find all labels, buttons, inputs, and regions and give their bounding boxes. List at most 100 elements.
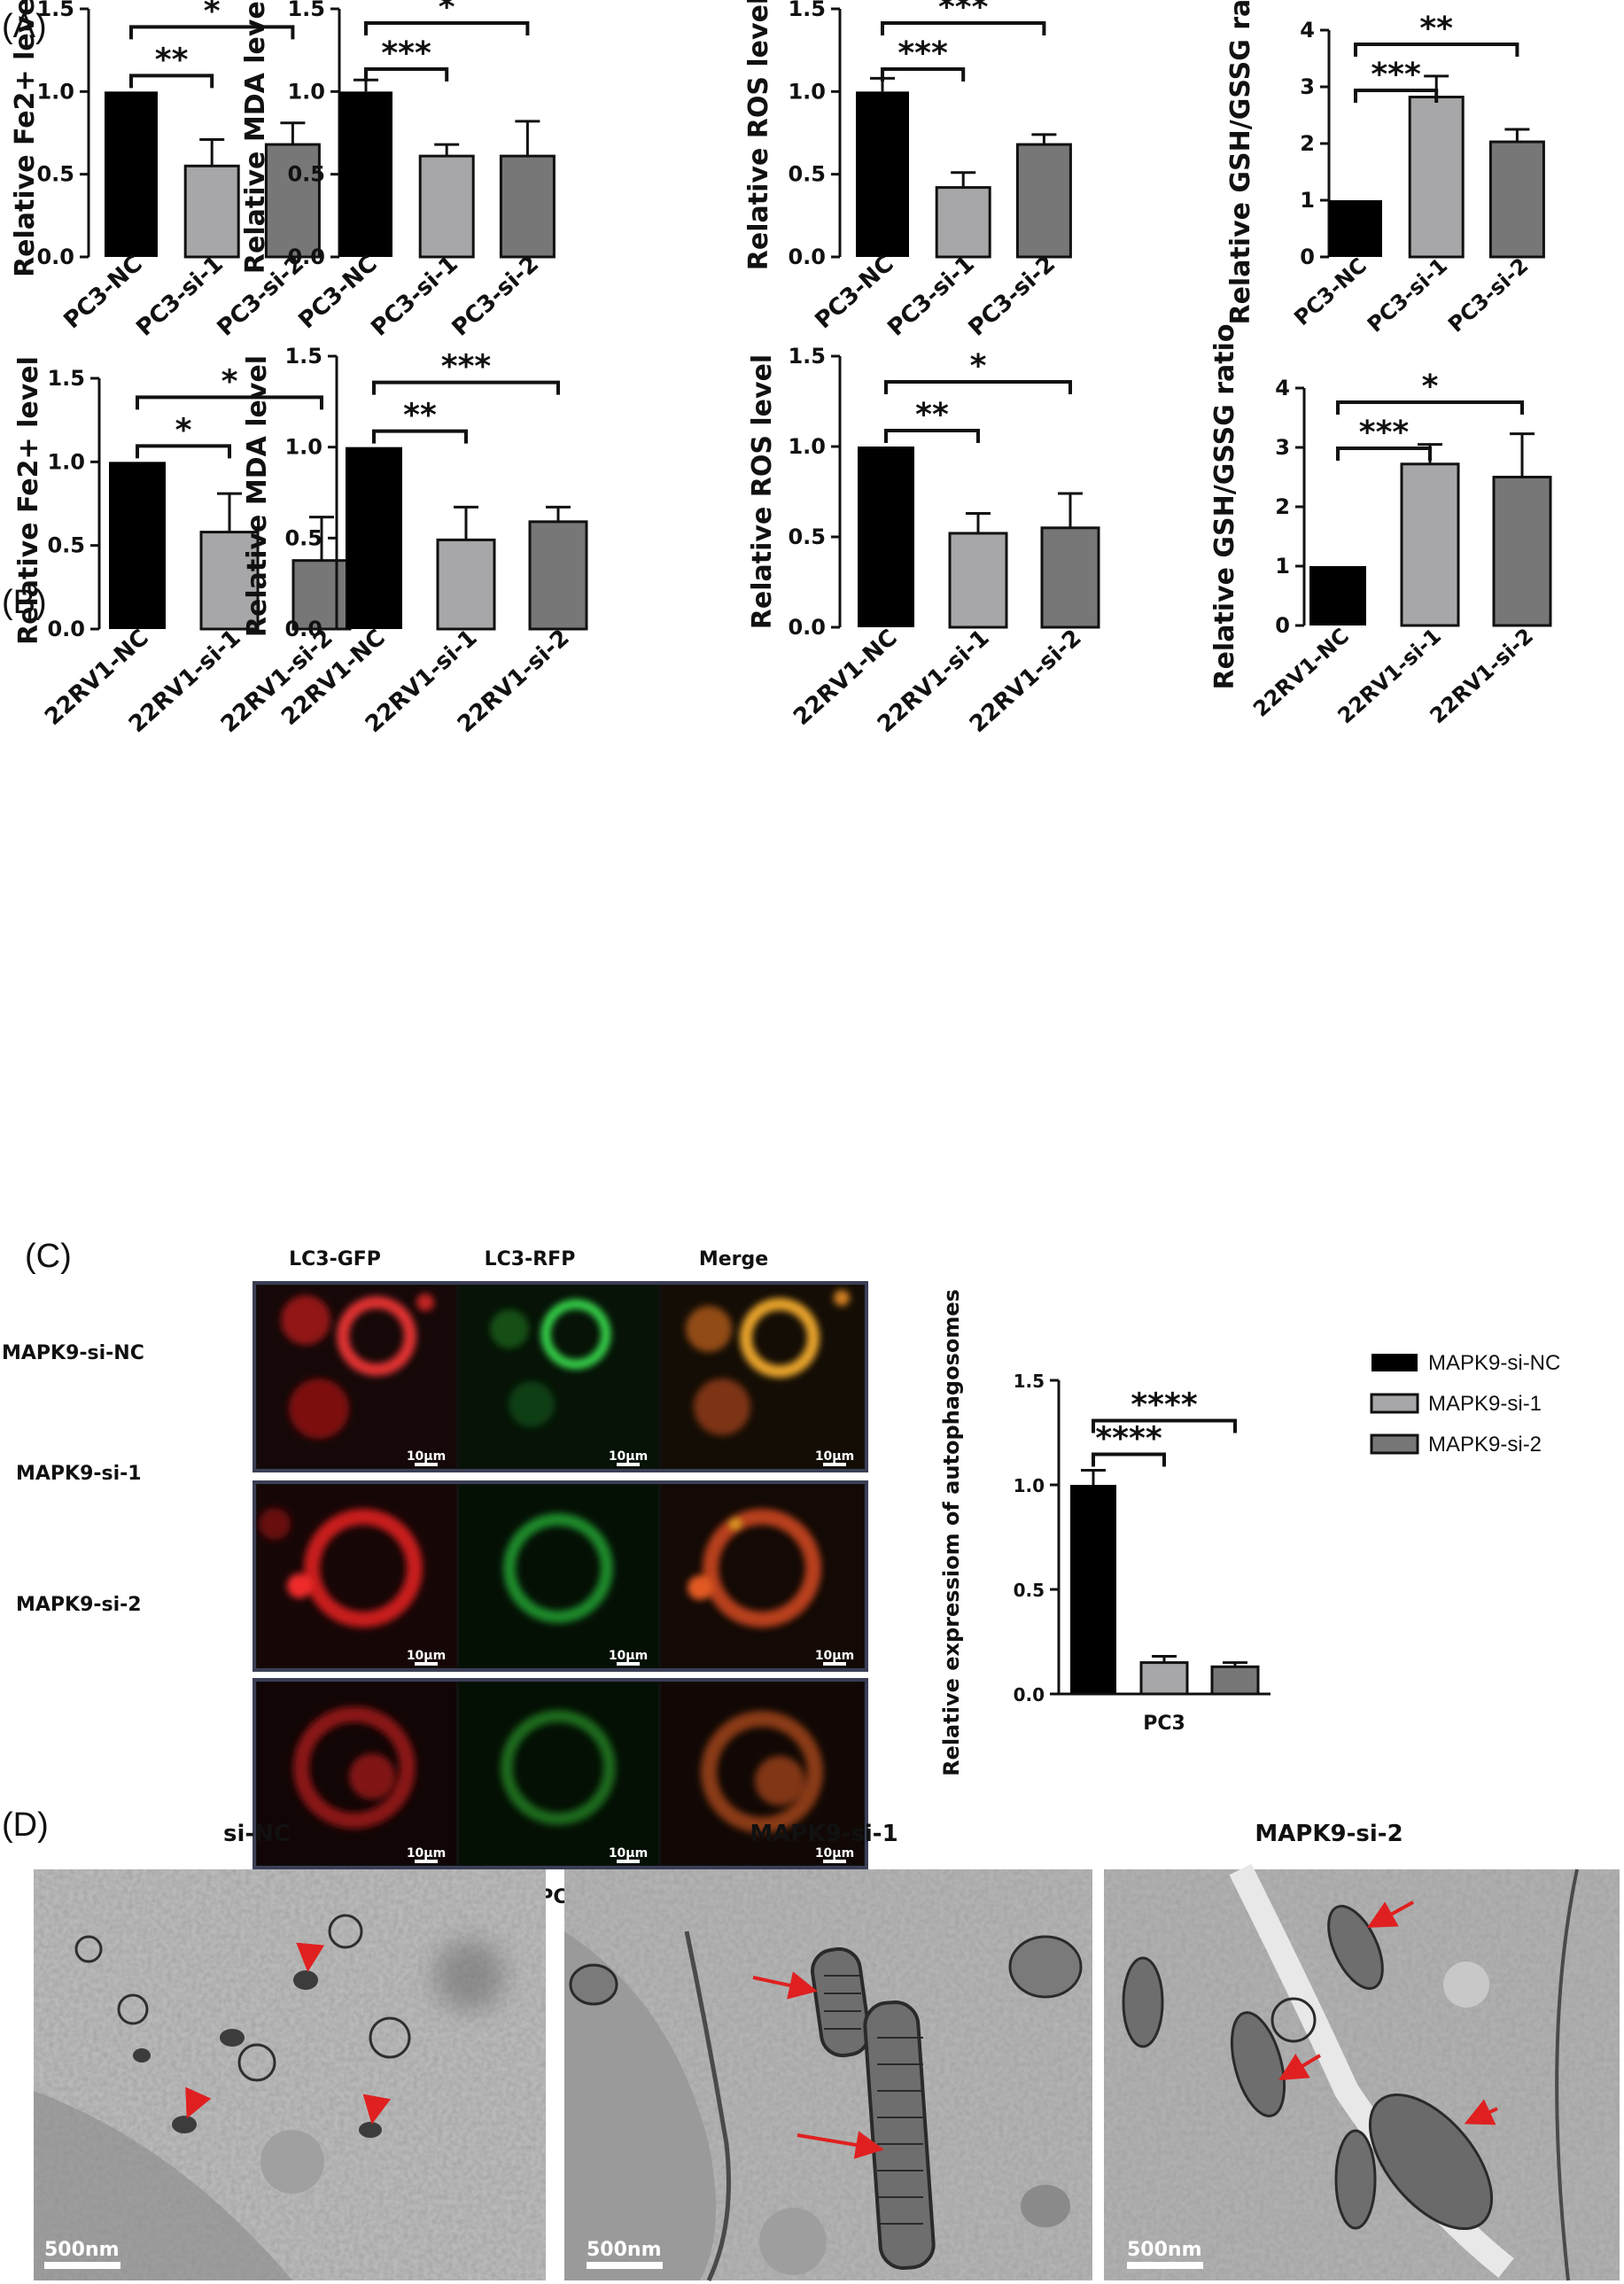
col-title-rfp: LC3-RFP — [485, 1248, 576, 1270]
significance-label: *** — [897, 35, 948, 72]
significance-label: * — [221, 363, 238, 400]
significance-bracket — [881, 67, 966, 82]
significance-bracket — [364, 67, 449, 82]
legend-swatch — [1371, 1354, 1418, 1371]
significance-label: * — [1422, 369, 1439, 405]
x-tick-label: PC3-si-1 — [1363, 253, 1452, 338]
y-tick-label: 4 — [1300, 18, 1315, 43]
bar-series-2 — [1210, 1665, 1260, 1696]
y-tick-label: 2 — [1300, 131, 1315, 156]
x-tick-label: PC3-si-2 — [964, 251, 1061, 342]
tem-scale-label: 500nm — [1127, 2239, 1202, 2261]
legend-label: MAPK9-si-NC — [1428, 1351, 1560, 1375]
fluor-rfp-si-1 — [459, 1485, 658, 1667]
y-axis-label: Relative Fe2+ level — [13, 356, 44, 645]
y-tick-label: 0.0 — [1014, 1684, 1045, 1705]
tem-panel: si-NC MAPK9-si-1 MAPK9-si-2 500 — [34, 1821, 1620, 2282]
significance-bracket — [884, 380, 1072, 394]
significance-label: * — [439, 0, 455, 26]
significance-bracket — [884, 429, 980, 443]
y-tick-label: 4 — [1275, 376, 1290, 400]
bar-pc3-nc — [856, 91, 909, 257]
significance-bracket — [136, 444, 231, 459]
y-axis-label: Relative MDA level — [240, 0, 271, 274]
x-tick-label: PC3-si-2 — [1443, 253, 1533, 338]
tem-title-si-2: MAPK9-si-2 — [1255, 1821, 1403, 1847]
y-tick-label: 0.0 — [47, 617, 85, 641]
bar-pc3-si-2 — [1488, 140, 1545, 259]
significance-label: *** — [441, 349, 492, 385]
y-tick-label: 0.0 — [284, 617, 322, 641]
x-tick-label: PC3 — [1143, 1713, 1185, 1735]
bar-22rv1-nc — [858, 447, 914, 627]
y-tick-label: 0.0 — [788, 615, 826, 640]
y-axis-label: Relative GSH/GSSG ratio — [1225, 0, 1256, 325]
y-tick-label: 1.5 — [36, 0, 74, 21]
y-tick-label: 1.0 — [47, 449, 85, 474]
y-axis-label: Relative ROS level — [747, 354, 778, 629]
bar-pc3-si-1 — [1408, 96, 1465, 259]
significance-bracket — [1336, 400, 1524, 415]
bar-22rv1-nc — [346, 447, 402, 629]
significance-label: ** — [1419, 11, 1453, 47]
y-tick-label: 3 — [1300, 74, 1315, 99]
legend-swatch — [1370, 1393, 1419, 1414]
bar-pc3-si-2 — [1015, 143, 1072, 259]
bar-22rv1-si-2 — [1492, 476, 1552, 627]
y-tick-label: 1.5 — [284, 344, 322, 369]
y-tick-label: 0 — [1275, 613, 1290, 638]
scale-label: 10μm — [407, 1449, 446, 1464]
y-tick-label: 1.0 — [788, 434, 826, 459]
col-title-merge: Merge — [699, 1248, 768, 1270]
bar-pc3-si-2 — [264, 143, 321, 259]
col-title-gfp: LC3-GFP — [289, 1248, 381, 1270]
y-axis-label: Relative GSH/GSSG ratio — [1209, 323, 1240, 689]
significance-label: * — [175, 412, 192, 448]
y-tick-label: 0.0 — [788, 245, 826, 269]
y-tick-label: 1.0 — [1014, 1475, 1045, 1496]
row-label-si-2: MAPK9-si-2 — [16, 1594, 142, 1616]
tem-arrow — [1278, 2053, 1322, 2081]
y-tick-label: 1.5 — [287, 0, 325, 21]
y-tick-label: 1.0 — [788, 79, 826, 104]
y-tick-label: 1.0 — [36, 79, 74, 104]
scale-label: 10μm — [407, 1649, 446, 1663]
panel-label-b: (B) — [2, 584, 47, 621]
x-tick-label: PC3-si-1 — [366, 251, 462, 342]
y-axis-label: Relative ROS level — [743, 0, 774, 270]
significance-label: * — [970, 348, 987, 385]
significance-bracket — [1336, 447, 1432, 461]
y-tick-label: 0.0 — [36, 245, 74, 269]
tem-arrow — [796, 2131, 884, 2159]
legend-label: MAPK9-si-1 — [1428, 1392, 1542, 1416]
significance-label: * — [204, 0, 221, 29]
y-tick-label: 1.5 — [788, 344, 826, 369]
scale-label: 10μm — [815, 1449, 854, 1464]
scale-label: 10μm — [815, 1649, 854, 1663]
significance-bracket — [1092, 1452, 1166, 1467]
bar-pc3-si-1 — [183, 164, 240, 259]
bar-22rv1-si-2 — [528, 520, 588, 631]
y-tick-label: 1.0 — [284, 435, 322, 460]
tem-title-si-nc: si-NC — [223, 1821, 291, 1847]
y-tick-label: 1.5 — [788, 0, 826, 21]
legend-label: MAPK9-si-2 — [1428, 1433, 1542, 1457]
y-tick-label: 0.0 — [287, 245, 325, 269]
y-axis-label: Relative MDA level — [242, 355, 273, 637]
row-label-si-1: MAPK9-si-1 — [16, 1463, 142, 1485]
y-tick-label: 2 — [1275, 494, 1290, 519]
bar-pc3-si-1 — [418, 154, 475, 259]
scale-label: 10μm — [815, 1846, 854, 1861]
significance-label: **** — [1131, 1387, 1197, 1423]
y-tick-label: 1.0 — [287, 79, 325, 104]
scale-label: 10μm — [609, 1649, 648, 1663]
significance-label: ** — [403, 398, 437, 434]
significance-label: *** — [381, 35, 431, 72]
panel-label-a: (A) — [2, 8, 47, 45]
significance-bracket — [372, 429, 468, 444]
significance-bracket — [129, 74, 214, 89]
panel-label-d: (D) — [2, 1806, 49, 1844]
y-tick-label: 0.5 — [47, 533, 85, 558]
significance-bracket — [881, 21, 1046, 35]
